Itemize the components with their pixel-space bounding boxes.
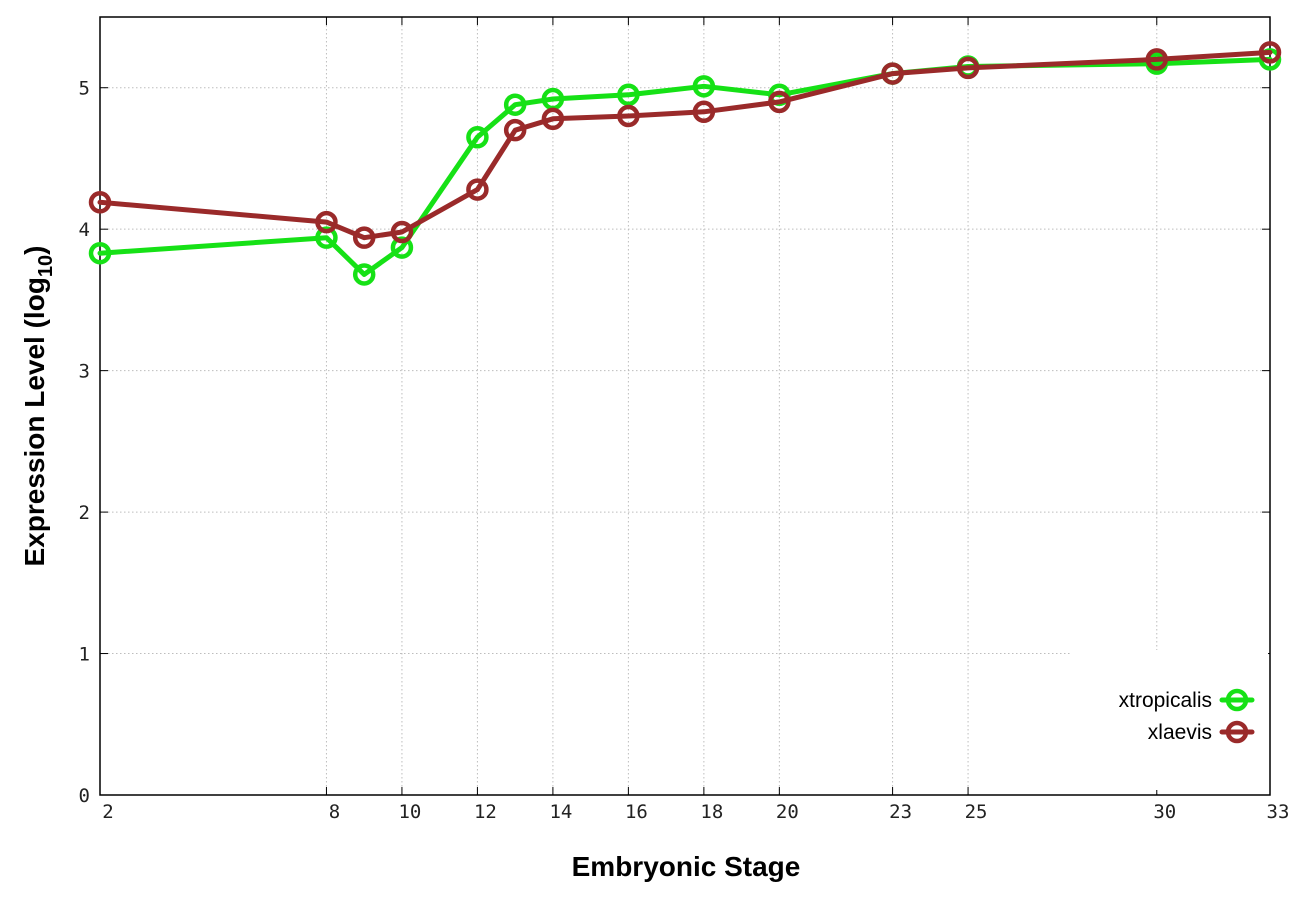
- legend: xtropicalis xlaevis: [1119, 688, 1255, 744]
- data-point-xlaevis: [692, 100, 716, 124]
- series-line-xtropicalis: [97, 56, 1273, 277]
- data-point-xlaevis: [541, 107, 565, 131]
- series-line-xlaevis: [97, 49, 1273, 241]
- data-point-xlaevis: [503, 118, 527, 142]
- legend-swatch-marker-xtropicalis: [1225, 688, 1249, 712]
- data-point-xlaevis: [881, 62, 904, 85]
- x-tick-label: 23: [889, 801, 912, 823]
- data-point-xlaevis: [617, 104, 640, 128]
- legend-label-xlaevis: xlaevis: [1148, 721, 1212, 744]
- plot-frame: [99, 16, 1271, 796]
- legend-background: [1072, 650, 1268, 790]
- y-axis-title-close: ): [19, 246, 50, 255]
- data-point-xlaevis: [315, 210, 338, 234]
- x-tick-label: 20: [776, 801, 799, 823]
- y-axis-title-main: Expression Level (log: [19, 277, 50, 566]
- y-tick-label: 5: [79, 78, 90, 100]
- data-point-xtropicalis: [88, 241, 112, 265]
- y-tick-label: 4: [79, 219, 90, 241]
- legend-label-xtropicalis: xtropicalis: [1119, 689, 1212, 712]
- x-tick-label: 2: [102, 801, 113, 823]
- x-tick-label: 10: [398, 801, 421, 823]
- x-tick-label: 25: [965, 801, 988, 823]
- x-tick-label: 18: [700, 801, 723, 823]
- x-tick-label: 14: [549, 801, 572, 823]
- y-tick-label: 1: [79, 644, 90, 666]
- x-tick-label: 30: [1153, 801, 1176, 823]
- data-point-xtropicalis: [503, 93, 527, 116]
- data-point-xlaevis: [390, 220, 414, 244]
- data-point-xlaevis: [768, 90, 791, 114]
- y-axis-title-subscript: 10: [35, 255, 57, 277]
- data-point-xlaevis: [352, 226, 376, 249]
- data-point-xtropicalis: [692, 75, 716, 98]
- x-tick-label: 33: [1267, 801, 1290, 823]
- data-point-xlaevis: [956, 56, 980, 80]
- x-axis-title: Embryonic Stage: [572, 851, 801, 882]
- y-tick-label: 3: [79, 361, 90, 383]
- data-point-xlaevis: [1258, 41, 1282, 64]
- data-point-xtropicalis: [617, 83, 640, 107]
- data-point-xtropicalis: [466, 125, 489, 149]
- x-tick-label: 8: [329, 801, 340, 823]
- y-tick-label: 2: [79, 502, 90, 524]
- y-tick-label: 0: [79, 785, 90, 807]
- data-point-xlaevis: [88, 191, 112, 214]
- data-point-xlaevis: [1145, 48, 1169, 71]
- data-point-xtropicalis: [390, 236, 414, 259]
- data-point-xtropicalis: [315, 226, 338, 249]
- legend-swatch-marker-xlaevis: [1225, 720, 1249, 744]
- axis-ticks: [99, 17, 1271, 796]
- data-point-xtropicalis: [352, 263, 376, 286]
- x-tick-label: 16: [625, 801, 648, 823]
- y-axis-title: Expression Level (log10): [19, 246, 57, 567]
- grid-lines: [100, 17, 1270, 795]
- series-layer: [88, 41, 1282, 286]
- series-xlaevis: [88, 41, 1282, 249]
- x-tick-label: 12: [474, 801, 497, 823]
- data-point-xlaevis: [466, 178, 489, 201]
- series-xtropicalis: [88, 48, 1282, 286]
